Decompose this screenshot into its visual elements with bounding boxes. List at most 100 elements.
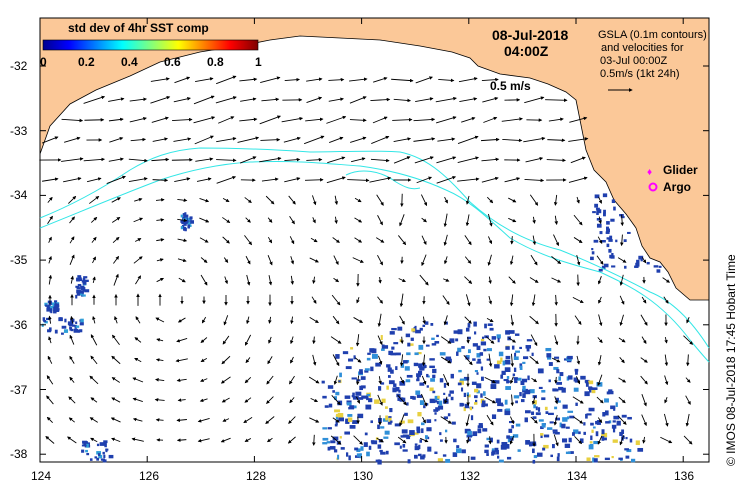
- sst-speck: [395, 366, 398, 371]
- sst-noise-layer: [41, 193, 662, 465]
- velocity-arrow: [465, 414, 470, 427]
- copyright-symbol: ©: [724, 457, 738, 466]
- sst-speck: [388, 416, 392, 419]
- velocity-arrow: [531, 294, 536, 307]
- velocity-arrow: [484, 377, 496, 383]
- sst-speck: [102, 451, 105, 455]
- velocity-arrow: [245, 357, 251, 364]
- velocity-arrow: [90, 334, 98, 346]
- sst-speck: [553, 366, 559, 370]
- velocity-arrow: [373, 76, 388, 83]
- sst-speck: [496, 450, 499, 455]
- sst-speck: [76, 289, 81, 294]
- sst-speck: [381, 398, 386, 403]
- velocity-arrow: [413, 137, 436, 142]
- sst-speck: [603, 212, 606, 217]
- sst-speck: [79, 322, 84, 326]
- sst-speck: [535, 406, 538, 411]
- sst-speck: [387, 375, 391, 378]
- sst-speck: [321, 380, 325, 384]
- sst-speck: [489, 327, 494, 331]
- velocity-arrow: [176, 338, 188, 343]
- sst-speck: [588, 388, 592, 393]
- velocity-arrow: [152, 178, 169, 183]
- sst-speck: [443, 416, 448, 420]
- sst-speck: [361, 395, 367, 399]
- sst-speck: [483, 391, 486, 396]
- sst-speck: [606, 226, 609, 230]
- velocity-arrow: [129, 97, 147, 102]
- sst-speck: [347, 414, 353, 417]
- velocity-arrow: [436, 156, 457, 164]
- velocity-arrow: [134, 197, 143, 202]
- sst-speck: [526, 348, 530, 352]
- sst-speck: [359, 385, 363, 391]
- sst-speck: [445, 429, 448, 433]
- sst-speck: [504, 367, 511, 372]
- velocity-arrow: [312, 434, 316, 446]
- velocity-arrow: [108, 157, 124, 162]
- sst-speck: [477, 358, 481, 362]
- sst-speck: [358, 397, 364, 400]
- sst-speck: [536, 452, 543, 457]
- velocity-arrow: [128, 177, 148, 183]
- sst-speck: [335, 391, 340, 396]
- sst-speck: [532, 459, 536, 464]
- sst-speck: [426, 427, 432, 432]
- sst-speck: [477, 428, 482, 434]
- velocity-arrow: [244, 197, 252, 204]
- sst-speck: [429, 387, 434, 392]
- velocity-arrow: [177, 317, 186, 323]
- velocity-arrow: [194, 135, 214, 145]
- sst-speck: [73, 328, 79, 333]
- sst-speck: [187, 224, 191, 229]
- velocity-arrow: [46, 395, 54, 405]
- sst-speck: [561, 438, 568, 443]
- velocity-arrow: [354, 357, 362, 363]
- velocity-arrow: [553, 414, 558, 426]
- sst-speck: [606, 228, 610, 233]
- sst-speck: [77, 277, 82, 281]
- sst-speck: [615, 402, 618, 407]
- velocity-arrow: [150, 77, 170, 82]
- sst-speck: [337, 412, 344, 418]
- sst-speck: [330, 440, 336, 444]
- sst-speck: [559, 422, 562, 428]
- velocity-arrow: [281, 116, 304, 123]
- sst-speck: [80, 318, 84, 323]
- sst-speck: [384, 430, 390, 435]
- velocity-arrow: [393, 98, 411, 103]
- sst-speck: [385, 450, 389, 455]
- sst-speck: [513, 395, 520, 399]
- sst-speck: [443, 392, 446, 396]
- sst-speck: [69, 326, 72, 329]
- velocity-arrow: [108, 117, 124, 122]
- sst-speck: [480, 366, 484, 371]
- sst-speck: [397, 326, 403, 331]
- velocity-arrow: [619, 314, 624, 327]
- velocity-arrow: [464, 276, 473, 284]
- sst-speck: [383, 436, 389, 439]
- sst-speck: [566, 416, 570, 420]
- velocity-arrow: [399, 414, 405, 427]
- velocity-arrow: [524, 178, 545, 183]
- sst-speck: [473, 402, 478, 405]
- sst-speck: [401, 429, 408, 434]
- velocity-arrow: [552, 357, 561, 363]
- velocity-arrow: [664, 397, 668, 404]
- velocity-arrow: [372, 116, 388, 124]
- sst-speck: [413, 432, 419, 435]
- sst-speck: [390, 352, 397, 356]
- sst-speck: [82, 294, 86, 297]
- sst-speck: [432, 374, 436, 379]
- velocity-arrow: [155, 198, 165, 202]
- sst-speck: [407, 342, 411, 347]
- velocity-arrow: [326, 176, 346, 184]
- sst-speck: [557, 453, 560, 457]
- sst-speck: [529, 441, 532, 447]
- sst-speck: [79, 291, 84, 294]
- sst-speck: [553, 388, 559, 392]
- sst-speck: [327, 385, 334, 389]
- sst-speck: [588, 407, 595, 412]
- sst-speck: [466, 392, 470, 397]
